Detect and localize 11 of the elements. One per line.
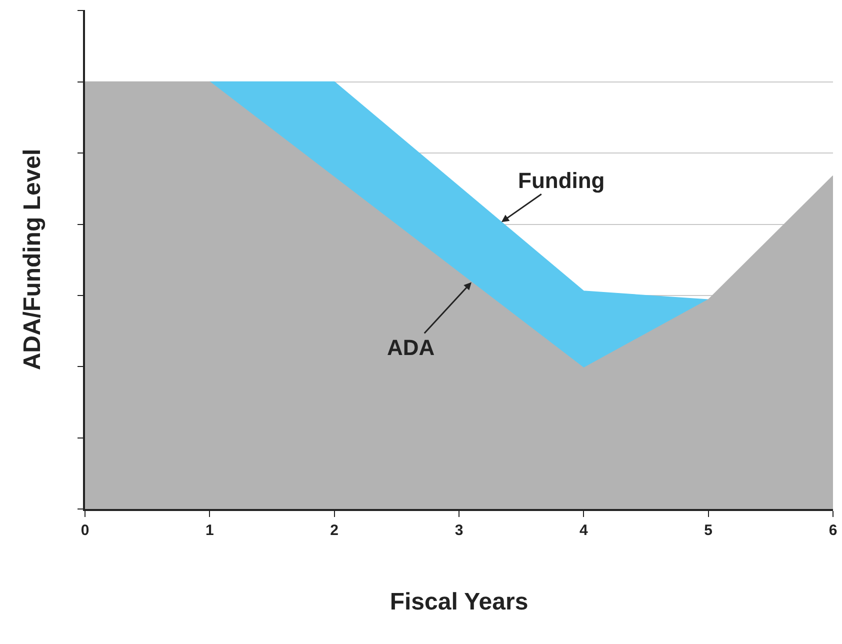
x-axis-title: Fiscal Years [390, 588, 528, 616]
x-tick-label: 0 [80, 522, 90, 539]
series-label: Funding [518, 168, 605, 193]
x-tick-label: 3 [454, 522, 464, 539]
x-tick-label: 1 [206, 522, 214, 539]
series-label: ADA [387, 335, 435, 360]
x-tick-label: 6 [828, 522, 838, 539]
x-tick-label: 4 [580, 522, 588, 539]
x-tick-label: 2 [330, 522, 338, 539]
y-axis-title: ADA/Funding Level [18, 148, 46, 370]
x-tick-label: 5 [704, 522, 712, 539]
